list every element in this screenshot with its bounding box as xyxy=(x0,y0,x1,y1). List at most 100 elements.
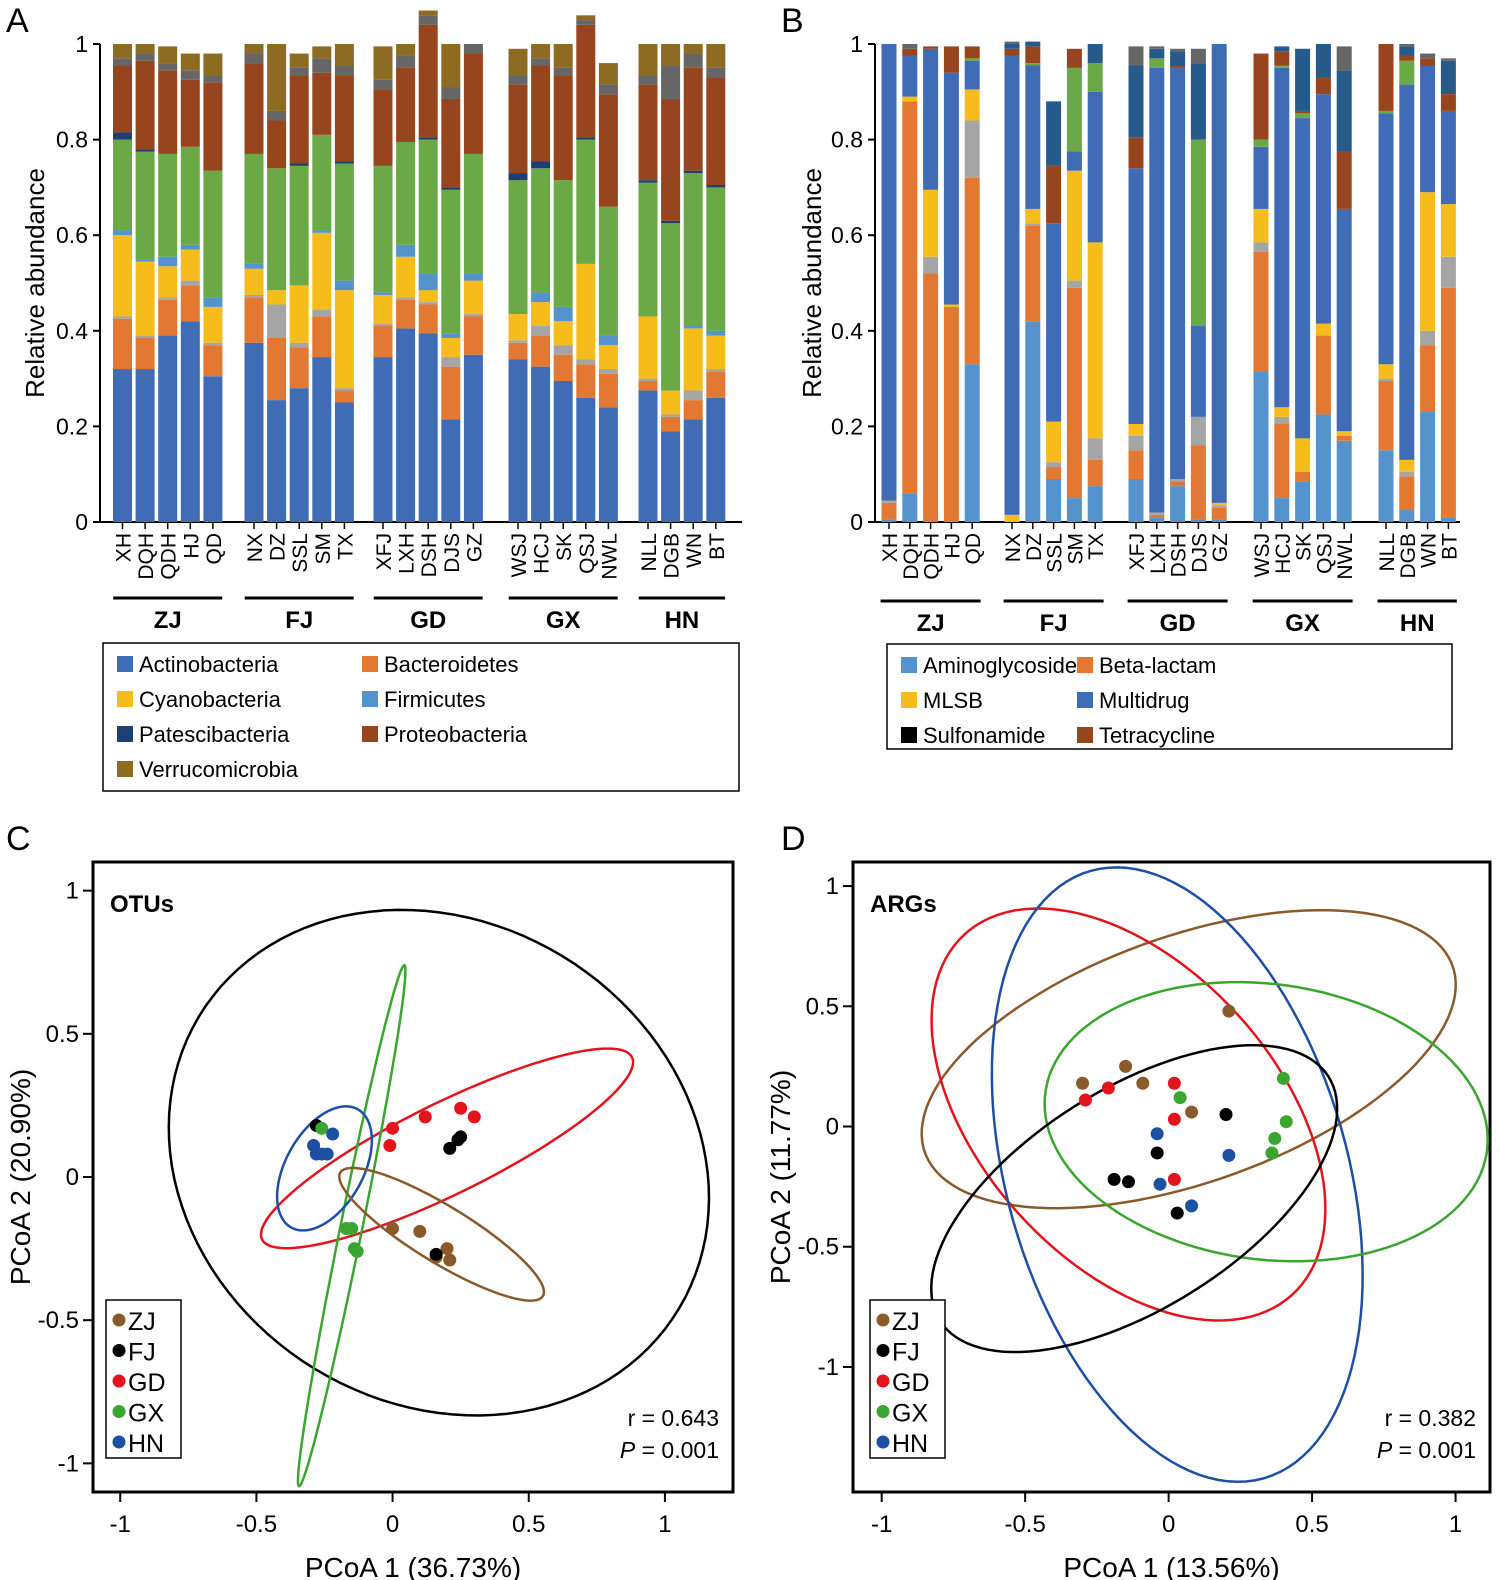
group-label: GX xyxy=(1285,610,1320,637)
legend-label: Multidrug xyxy=(1099,688,1189,713)
bar-segment-vancomycin xyxy=(1128,46,1144,66)
bar-segment-unclassified xyxy=(683,53,703,68)
x-tick-label: QSJ xyxy=(576,533,599,574)
x-tick-label: DGB xyxy=(661,533,684,579)
bar-segment-beta-lactam xyxy=(1315,335,1331,415)
bar-segment-vancomycin_dark xyxy=(1295,48,1311,111)
bar-segment-chloroflexi xyxy=(441,357,461,367)
data-point-hn xyxy=(1222,1148,1236,1162)
bar-segment-bacteroidetes xyxy=(706,371,726,398)
bar-segment-chloramphenicol xyxy=(1149,512,1165,515)
x-tick-label: SK xyxy=(1293,533,1316,561)
bar-segment-others xyxy=(508,180,528,315)
bar-segment-beta-lactam xyxy=(1378,380,1394,451)
bar-segment-proteobacteria xyxy=(683,67,703,171)
x-tick-label: HJ xyxy=(941,533,964,559)
bar-segment-cyanobacteria xyxy=(661,390,681,415)
bar-segment-verrucomicrobia xyxy=(418,10,438,16)
bar-segment-cyanobacteria xyxy=(598,345,618,370)
bar-segment-firmicutes xyxy=(203,297,223,307)
confidence-ellipse-zj xyxy=(338,1166,546,1302)
bar-segment-mlsb xyxy=(1315,323,1331,336)
bar-segment-multidrug xyxy=(1274,67,1290,408)
y-tick-label: 1 xyxy=(850,31,863,57)
bar-segment-tetracycline xyxy=(1128,137,1144,169)
bar-segment-mlsb xyxy=(943,304,959,307)
legend-label: Bacteroidetes xyxy=(384,652,519,677)
bar-segment-multidrug xyxy=(1253,146,1269,209)
bar-segment-mlsb xyxy=(1336,431,1352,436)
bar-segment-others xyxy=(1274,65,1290,68)
bar-segment-verrucomicrobia xyxy=(289,53,309,68)
bar-segment-proteobacteria xyxy=(598,94,618,207)
bar-segment-proteobacteria xyxy=(244,63,264,154)
bar-segment-tetracycline xyxy=(1025,46,1041,64)
x-tick-label: NX xyxy=(244,533,267,562)
bar-segment-aminoglycoside xyxy=(902,493,918,522)
data-point-fj xyxy=(1121,1175,1135,1189)
data-point-fj xyxy=(443,1141,457,1155)
y-tick-label: 1 xyxy=(66,878,79,905)
bar-segment-mlsb xyxy=(1211,502,1227,506)
bar-segment-aminoglycoside xyxy=(881,519,897,522)
bar-segment-actinobacteria xyxy=(135,369,155,522)
x-tick-label: NLL xyxy=(638,533,661,572)
bar-segment-vancomycin_dark xyxy=(1046,101,1062,166)
bar-segment-others xyxy=(964,58,980,61)
bar-segment-tetracycline xyxy=(1066,48,1082,68)
bar-segment-chloramphenicol xyxy=(1190,416,1206,446)
bar-segment-multidrug xyxy=(1295,118,1311,439)
legend-label: HN xyxy=(892,1430,928,1458)
legend-marker-hn xyxy=(112,1435,126,1449)
x-tick-label: DJS xyxy=(1188,533,1211,573)
bar-segment-tetracycline xyxy=(1336,151,1352,209)
data-point-fj xyxy=(1219,1107,1233,1121)
bar-segment-multidrug xyxy=(1046,223,1062,422)
bar-segment-others xyxy=(706,187,726,331)
bar-segment-aminoglycoside xyxy=(1025,321,1041,522)
x-tick-label: DQH xyxy=(135,533,158,580)
data-point-fj xyxy=(1107,1172,1121,1186)
x-tick-label: DZ xyxy=(1023,533,1046,561)
bar-segment-proteobacteria xyxy=(373,89,393,166)
legend-label: GD xyxy=(128,1369,166,1397)
x-tick-label: WN xyxy=(683,533,706,568)
bar-segment-vancomycin xyxy=(1190,48,1206,64)
bar-segment-proteobacteria xyxy=(418,24,438,138)
bar-segment-multidrug xyxy=(1149,67,1165,513)
bar-segment-beta-lactam xyxy=(923,273,939,522)
bar-segment-verrucomicrobia xyxy=(531,44,551,59)
panel-d-pcoa-plot: -1 -0.5 0 0.5 1 -1 -0.5 0 0.5 1 PCoA 1 (13.56%) PCo… xyxy=(765,860,1492,1580)
legend-label: Proteobacteria xyxy=(384,722,528,747)
bar-segment-beta-lactam xyxy=(881,502,897,520)
data-point-gx xyxy=(1276,1071,1290,1085)
data-point-hn xyxy=(1150,1127,1164,1141)
bar-segment-chloroflexi xyxy=(418,302,438,305)
bar-segment-chloramphenicol xyxy=(1420,330,1436,346)
bar-segment-proteobacteria xyxy=(508,84,528,174)
bar-segment-tetracycline xyxy=(1295,110,1311,114)
bar-segment-cyanobacteria xyxy=(441,337,461,358)
bar-segment-bacteroidetes xyxy=(661,416,681,432)
confidence-ellipse-gd xyxy=(930,907,1327,1322)
bar-segment-others xyxy=(598,206,618,336)
legend-label: Beta-lactam xyxy=(1099,653,1216,678)
bar-segment-others xyxy=(531,168,551,293)
bar-segment-actinobacteria xyxy=(244,342,264,522)
y-tick-label: 1 xyxy=(826,873,839,900)
bar-segment-aminoglycoside xyxy=(1087,486,1103,522)
x-tick-label: WSJ xyxy=(508,533,531,577)
confidence-ellipse-gx xyxy=(1043,980,1489,1263)
confidence-ellipse-fj xyxy=(167,908,711,1417)
x-tick-label: NLL xyxy=(1376,533,1399,572)
bar-segment-proteobacteria xyxy=(638,84,658,181)
bar-segment-vancomycin_dark xyxy=(1399,46,1415,56)
bar-segment-unclassified xyxy=(135,53,155,61)
bar-segment-bacteroidetes xyxy=(638,380,658,391)
bar-segment-chloroflexi xyxy=(463,314,483,317)
bar-segment-verrucomicrobia xyxy=(113,44,132,59)
bar-segment-aminoglycoside xyxy=(1440,517,1456,522)
bar-segment-chloramphenicol xyxy=(1128,435,1144,451)
bar-segment-chloroflexi xyxy=(203,342,223,346)
